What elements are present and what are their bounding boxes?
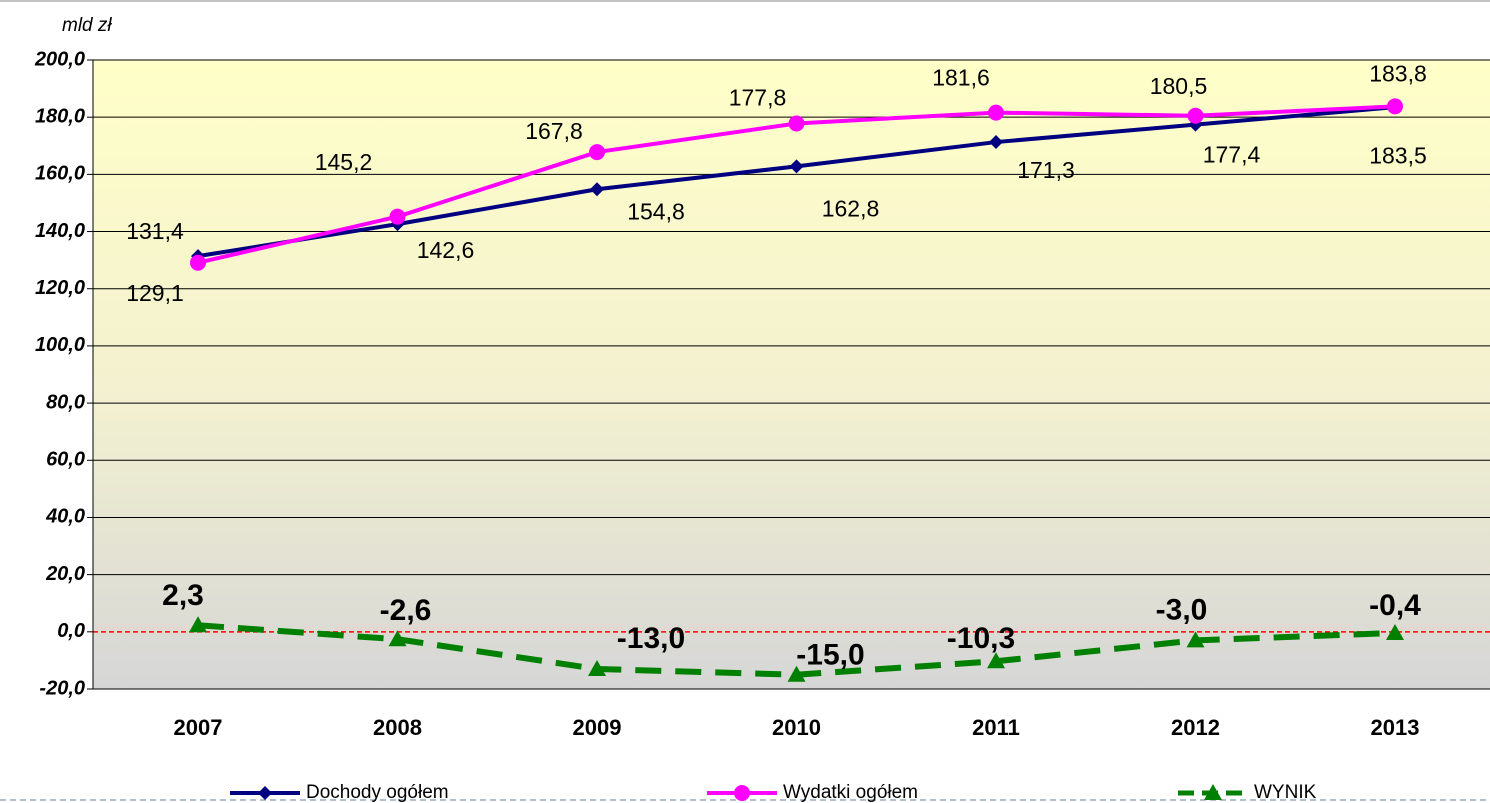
data-label: 181,6 [932, 65, 990, 91]
data-point [987, 652, 1005, 669]
data-label: -15,0 [796, 639, 864, 672]
y-axis-label: mld zł [62, 15, 112, 36]
data-label: 177,4 [1203, 142, 1261, 168]
data-point [588, 659, 606, 676]
y-tick-label: 20,0 [45, 563, 85, 585]
data-point [189, 616, 207, 633]
data-point [590, 182, 604, 197]
data-point [1386, 623, 1404, 640]
data-label: -3,0 [1156, 593, 1208, 626]
data-point [989, 135, 1003, 150]
y-tick-label: 60,0 [46, 449, 85, 471]
x-tick-label: 2010 [772, 715, 821, 740]
data-label: 2,3 [162, 579, 204, 612]
data-point [388, 630, 407, 647]
data-label: 167,8 [525, 118, 583, 144]
legend-label: WYNIK [1254, 782, 1317, 803]
legend-label: Wydatki ogółem [783, 782, 918, 803]
x-tick-label: 2011 [972, 715, 1020, 740]
data-label: -0,4 [1369, 589, 1421, 622]
data-label: 177,8 [729, 85, 787, 111]
data-label: -13,0 [617, 622, 685, 655]
data-point [788, 115, 805, 132]
y-tick-label: 160,0 [35, 163, 85, 185]
plot-area [93, 60, 1490, 689]
data-point [1187, 107, 1204, 124]
data-label: 171,3 [1017, 157, 1075, 183]
data-label: 129,1 [126, 280, 184, 306]
data-label: 131,4 [126, 218, 184, 244]
y-tick-label: 0,0 [57, 620, 85, 642]
data-label: -2,6 [380, 594, 432, 627]
x-tick-label: 2007 [174, 715, 223, 740]
y-tick-label: 100,0 [35, 334, 85, 356]
data-point [389, 208, 406, 225]
data-point [988, 104, 1004, 121]
data-point [589, 144, 605, 161]
legend-marker [1204, 784, 1222, 800]
y-tick-label: 140,0 [35, 220, 85, 242]
data-label: 154,8 [627, 198, 685, 224]
data-point [1387, 98, 1403, 115]
data-label: 183,5 [1369, 142, 1427, 168]
y-tick-label: 200,0 [34, 48, 85, 70]
legend-label: Dochody ogółem [306, 782, 449, 803]
legend-marker [258, 786, 272, 800]
legend-marker [734, 785, 750, 801]
data-label: 142,6 [417, 237, 475, 263]
data-label: 183,8 [1369, 60, 1427, 86]
data-label: 162,8 [822, 195, 880, 221]
y-tick-label: -20,0 [39, 677, 85, 699]
x-tick-label: 2008 [373, 715, 422, 740]
data-point [789, 159, 804, 174]
y-tick-label: 180,0 [35, 105, 85, 127]
y-tick-label: 120,0 [35, 277, 85, 299]
x-tick-label: 2013 [1371, 715, 1420, 740]
x-tick-label: 2009 [573, 715, 622, 740]
data-label: 145,2 [315, 149, 373, 175]
data-label: -10,3 [947, 622, 1015, 655]
y-tick-label: 40,0 [45, 506, 85, 528]
data-label: 180,5 [1150, 73, 1208, 99]
y-tick-label: 80,0 [46, 391, 85, 413]
x-tick-label: 2012 [1171, 715, 1220, 740]
data-point [1186, 631, 1205, 648]
data-point [190, 254, 206, 271]
data-point [787, 665, 806, 682]
